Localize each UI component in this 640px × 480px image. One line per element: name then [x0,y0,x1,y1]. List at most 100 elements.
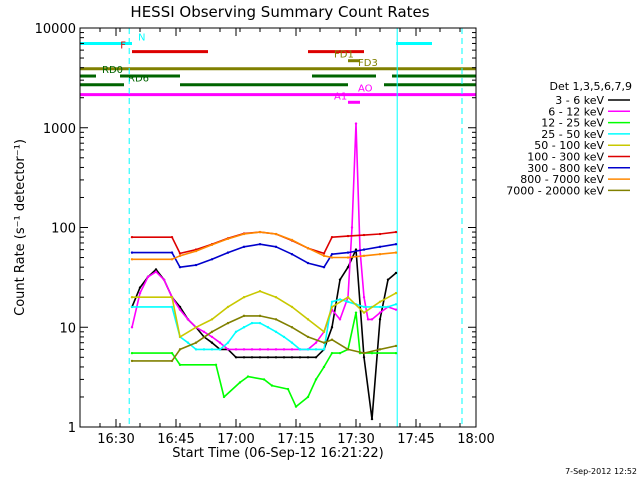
series-point [194,326,198,329]
series-point [130,326,134,329]
series-point [202,348,206,351]
series-point [258,314,262,318]
series-point [250,348,254,351]
series-point [130,258,134,261]
series-point [378,245,382,249]
flag-bars: N F FD1 FD3 RD0 RD6 AO A1 [80,32,476,104]
legend-entry-label: 100 - 300 keV [527,151,604,164]
series-point [290,356,294,359]
series-point [130,351,134,355]
y-tick-label: 1000 [43,122,76,137]
series-point [226,321,230,325]
timestamp-footer: 7-Sep-2012 12:52 [565,467,637,476]
x-tick-label: 16:30 [97,432,134,447]
series-point [322,265,326,269]
series-point [222,395,226,399]
series-point [178,363,182,367]
series-point [394,291,398,295]
flag-label: RD6 [128,74,149,85]
legend-entry-label: 50 - 100 keV [534,139,604,152]
series-point [306,247,310,250]
series-point [274,232,278,236]
series-point [330,326,334,329]
series-point [238,381,242,384]
series-point [242,356,246,359]
series-point [330,256,334,259]
series-point [322,252,326,255]
series-point [350,226,354,229]
series-point [314,348,318,351]
series-point [246,375,250,378]
series-point [130,305,134,309]
series-point [314,341,318,344]
series-point [366,318,370,321]
series-point [362,233,366,237]
series-point [306,335,310,339]
series-point [394,230,398,234]
series-point [322,330,326,334]
series-point [170,251,174,254]
series-point [194,348,198,351]
series-point [338,278,342,281]
series-point [178,348,182,351]
series-point [250,356,254,359]
series-point [178,254,182,258]
series-point [338,298,342,301]
series-point [154,270,158,273]
series-point [274,330,278,334]
series-point [234,348,238,351]
series-point [346,300,350,303]
flag-label: AO [358,84,373,95]
series-point [330,338,334,341]
series-point [226,341,230,344]
series-point [170,296,174,299]
series-point [270,384,274,387]
series-point [346,348,350,351]
series-point [226,237,230,241]
series-point [346,256,350,259]
series-point [394,344,398,348]
series-point [330,235,334,239]
legend-entry-label: 6 - 12 keV [548,105,604,118]
series-point [242,245,246,249]
y-axis-label: Count Rate (s⁻¹ detector⁻¹) [13,139,28,316]
series-point [322,365,326,369]
series-point [130,296,134,299]
flag-label: FD1 [334,50,354,61]
series-point [330,305,334,309]
legend-title: Det 1,3,5,6,7,9 [549,80,632,93]
series-point [226,305,230,309]
series-point [306,356,310,359]
x-tick-label: 17:45 [397,432,434,447]
series-point [274,245,278,249]
series-point [282,348,286,351]
series-point [194,341,198,344]
series-point [210,318,214,321]
series-point [362,296,366,299]
series-point [362,305,366,309]
legend-entry-label: 800 - 7000 keV [520,173,604,186]
series-point [290,252,294,256]
legend-entry-label: 25 - 50 keV [541,128,604,141]
series-point [338,318,342,321]
series-point [274,296,278,299]
series-point [290,348,294,351]
series-point [258,230,262,234]
series-point [386,278,390,281]
data-series [130,122,398,421]
series-point [386,305,390,309]
series-point [274,348,278,351]
series-point [258,289,262,293]
series-point [218,341,222,344]
series-point [346,251,350,254]
series-point [242,326,246,329]
x-tick-label: 17:30 [337,432,374,447]
x-tick-label: 18:00 [457,432,494,447]
series-point [314,378,318,381]
series-point [242,348,246,351]
series-point [394,303,398,306]
series-point [178,335,182,339]
